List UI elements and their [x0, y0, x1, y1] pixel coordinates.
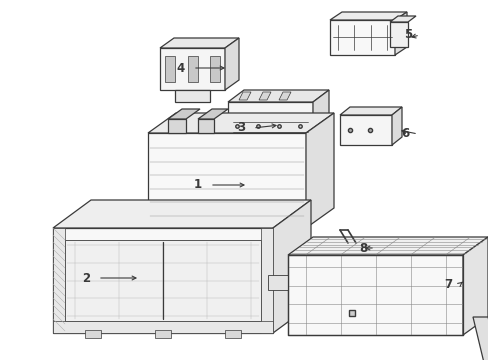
Polygon shape	[53, 228, 65, 333]
Polygon shape	[53, 321, 272, 333]
Text: 8: 8	[358, 242, 366, 255]
Polygon shape	[259, 92, 270, 100]
Polygon shape	[394, 12, 406, 55]
Polygon shape	[329, 20, 394, 55]
Polygon shape	[347, 243, 355, 300]
Polygon shape	[155, 330, 171, 338]
Text: 4: 4	[176, 62, 184, 75]
Polygon shape	[85, 330, 101, 338]
Text: 2: 2	[81, 271, 90, 284]
Polygon shape	[160, 48, 224, 90]
Polygon shape	[53, 228, 272, 333]
Polygon shape	[391, 107, 401, 145]
Polygon shape	[187, 56, 197, 82]
Polygon shape	[164, 56, 175, 82]
Polygon shape	[224, 38, 239, 90]
Polygon shape	[168, 119, 185, 133]
Text: 7: 7	[443, 278, 451, 291]
Polygon shape	[148, 220, 305, 228]
Polygon shape	[272, 200, 310, 333]
Polygon shape	[53, 200, 310, 228]
Polygon shape	[209, 56, 220, 82]
Text: 3: 3	[236, 121, 244, 135]
Polygon shape	[227, 102, 312, 142]
Polygon shape	[224, 330, 241, 338]
Polygon shape	[198, 119, 214, 133]
Polygon shape	[305, 113, 333, 228]
Polygon shape	[339, 107, 401, 115]
Polygon shape	[198, 109, 227, 119]
Polygon shape	[227, 90, 328, 102]
Polygon shape	[339, 115, 391, 145]
Polygon shape	[261, 228, 272, 333]
Polygon shape	[148, 113, 333, 133]
Polygon shape	[329, 12, 406, 20]
Polygon shape	[175, 90, 209, 102]
Text: 6: 6	[401, 127, 409, 140]
Polygon shape	[239, 92, 250, 100]
Polygon shape	[389, 16, 415, 22]
Polygon shape	[168, 109, 200, 119]
Polygon shape	[347, 308, 355, 318]
Text: 1: 1	[193, 179, 202, 192]
Polygon shape	[287, 255, 462, 335]
Polygon shape	[267, 275, 287, 290]
Polygon shape	[275, 228, 293, 236]
Polygon shape	[148, 133, 305, 228]
Polygon shape	[160, 38, 239, 48]
Polygon shape	[462, 237, 487, 335]
Polygon shape	[65, 240, 261, 321]
Polygon shape	[472, 317, 488, 360]
Polygon shape	[287, 237, 487, 255]
Polygon shape	[279, 92, 290, 100]
Polygon shape	[168, 228, 185, 236]
Polygon shape	[312, 90, 328, 142]
Polygon shape	[389, 22, 407, 47]
Text: 5: 5	[403, 28, 411, 41]
Polygon shape	[333, 300, 369, 308]
